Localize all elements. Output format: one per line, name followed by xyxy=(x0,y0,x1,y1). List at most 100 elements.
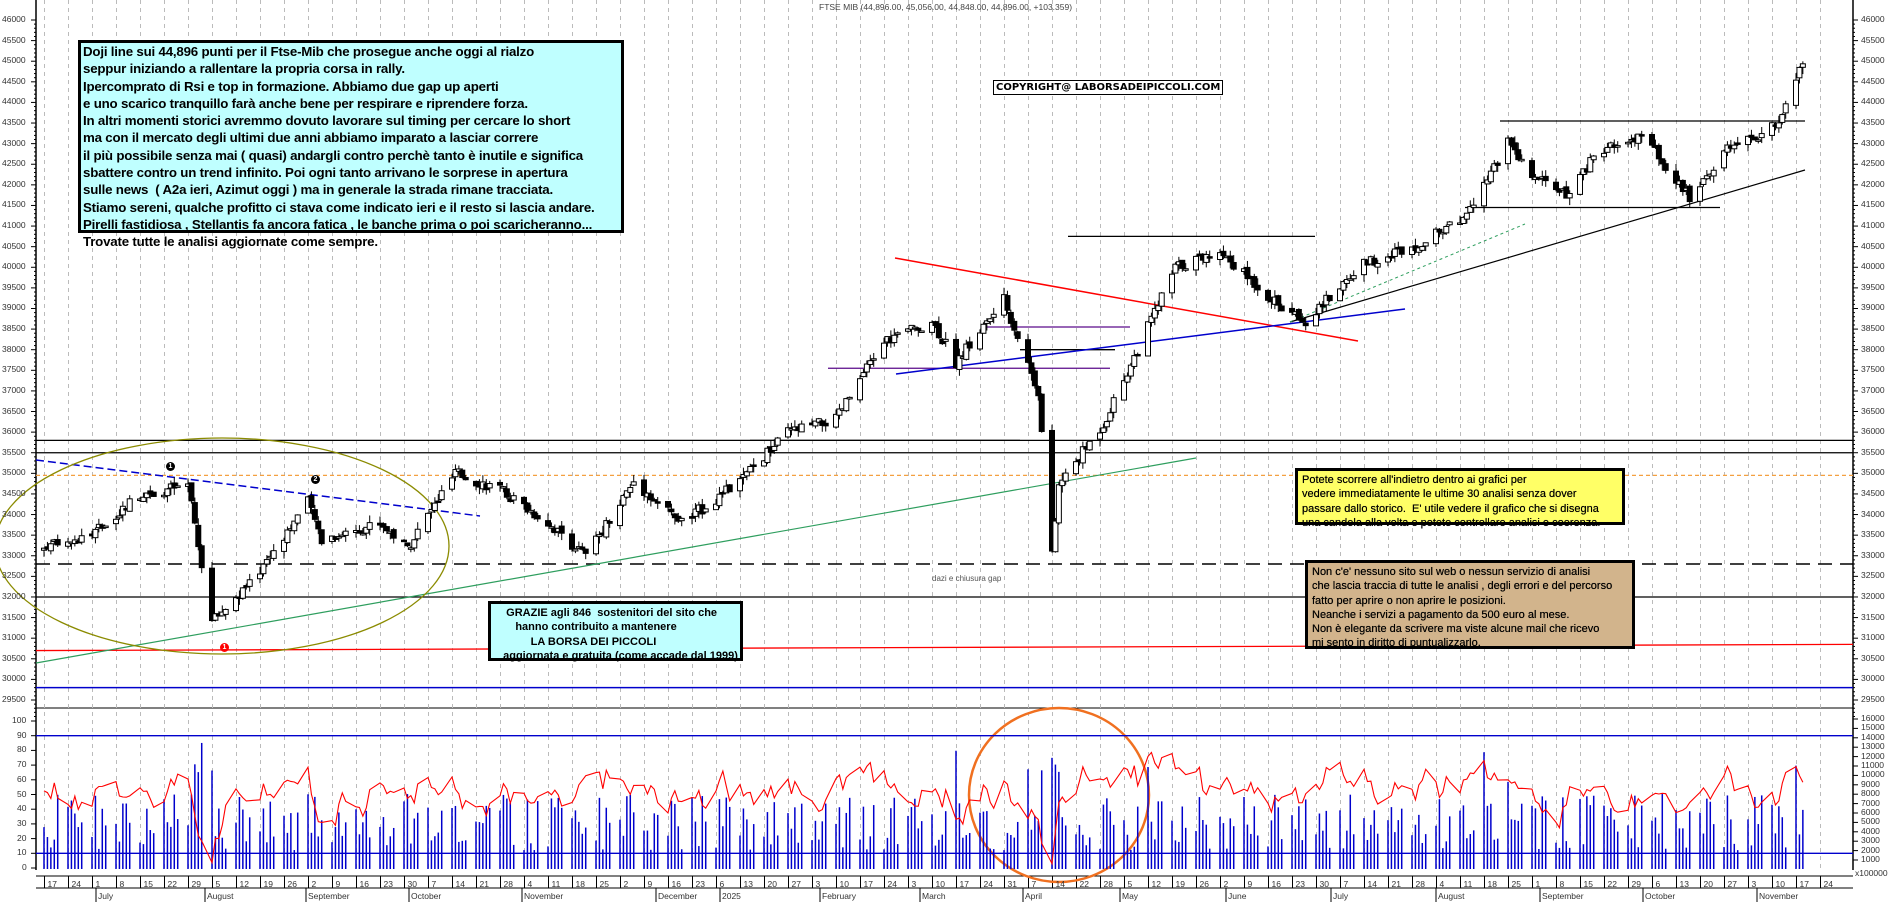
x-tick-label: 17 xyxy=(863,879,873,889)
x-tick-label: 3 xyxy=(1751,879,1757,889)
volume-tick: 14000 xyxy=(1861,731,1885,742)
y-tick-left: 31000 xyxy=(2,632,26,643)
x-tick-label: 7 xyxy=(1031,879,1037,889)
x-month-label: October xyxy=(411,891,442,901)
x-tick-label: 7 xyxy=(1343,879,1349,889)
y-tick-left: 36500 xyxy=(2,405,26,416)
y-tick-left: 45000 xyxy=(2,55,26,66)
y-tick-left: 42000 xyxy=(2,178,26,189)
y-tick-right: 39500 xyxy=(1861,281,1885,292)
x-tick-label: 29 xyxy=(1631,879,1641,889)
x-tick-label: 9 xyxy=(647,879,653,889)
volume-tick: 10000 xyxy=(1861,769,1885,780)
y-tick-right: 40000 xyxy=(1861,261,1885,272)
x-tick-label: 12 xyxy=(1151,879,1161,889)
wave-marker: 2 xyxy=(311,475,320,484)
x-month-label: November xyxy=(1759,891,1799,901)
volume-tick: 7000 xyxy=(1861,797,1880,808)
rsi-tick: 20 xyxy=(17,832,27,843)
y-tick-right: 42000 xyxy=(1861,178,1885,189)
analysis-note: Doji line sui 44,896 punti per il Ftse-M… xyxy=(78,40,624,249)
y-tick-left: 35000 xyxy=(2,467,26,478)
y-tick-right: 30500 xyxy=(1861,652,1885,663)
x-tick-label: 5 xyxy=(1127,879,1133,889)
rsi-tick: 90 xyxy=(17,729,27,740)
x-month-label: April xyxy=(1025,891,1043,901)
x-tick-label: 30 xyxy=(407,879,417,889)
x-tick-label: 22 xyxy=(167,879,177,889)
copyright-label: COPYRIGHT@ LABORSADEIPICCOLI.COM xyxy=(993,80,1224,95)
x-tick-label: 13 xyxy=(743,879,753,889)
volume-tick: 12000 xyxy=(1861,750,1885,761)
rsi-tick: 100 xyxy=(12,715,27,725)
y-tick-left: 46000 xyxy=(2,14,26,24)
y-tick-right: 32000 xyxy=(1861,590,1885,601)
x-month-label: July xyxy=(98,891,114,901)
x-tick-label: 13 xyxy=(1679,879,1689,889)
x-tick-label: 21 xyxy=(1391,879,1401,889)
volume-tick: 4000 xyxy=(1861,825,1880,836)
gap-annotation: dazi e chiusura gap xyxy=(932,574,1002,583)
y-tick-right: 43500 xyxy=(1861,117,1885,128)
y-tick-right: 40500 xyxy=(1861,240,1885,251)
x-tick-label: 28 xyxy=(1103,879,1113,889)
x-tick-label: 27 xyxy=(1727,879,1737,889)
volume-tick: 1000 xyxy=(1861,854,1880,864)
x-tick-label: 17 xyxy=(1799,879,1809,889)
y-tick-left: 43500 xyxy=(2,117,26,128)
y-tick-left: 38500 xyxy=(2,323,26,334)
x-month-label: 2025 xyxy=(722,891,741,901)
y-tick-right: 39000 xyxy=(1861,302,1885,313)
rsi-tick: 80 xyxy=(17,744,27,755)
y-tick-right: 30000 xyxy=(1861,673,1885,684)
y-tick-right: 38500 xyxy=(1861,323,1885,334)
y-tick-left: 33500 xyxy=(2,529,26,540)
rsi-tick: 40 xyxy=(17,803,27,814)
y-tick-right: 35500 xyxy=(1861,446,1885,457)
y-tick-left: 31500 xyxy=(2,611,26,622)
y-tick-left: 37000 xyxy=(2,384,26,395)
x-tick-label: 2 xyxy=(311,879,317,889)
y-tick-right: 46000 xyxy=(1861,14,1885,24)
x-month-label: October xyxy=(1645,891,1676,901)
x-tick-label: 24 xyxy=(1823,879,1833,889)
x-month-label: September xyxy=(308,891,350,901)
x-tick-label: 21 xyxy=(479,879,489,889)
rsi-tick: 70 xyxy=(17,759,27,770)
y-tick-left: 42500 xyxy=(2,158,26,169)
x-tick-label: 3 xyxy=(911,879,917,889)
volume-bars xyxy=(43,742,1804,869)
x-tick-label: 20 xyxy=(767,879,777,889)
volume-tick: 2000 xyxy=(1861,844,1880,855)
x-tick-label: 6 xyxy=(719,879,725,889)
x-month-label: November xyxy=(524,891,564,901)
volume-tick: 15000 xyxy=(1861,722,1885,733)
y-tick-left: 39500 xyxy=(2,281,26,292)
x-tick-label: 10 xyxy=(839,879,849,889)
y-tick-left: 40500 xyxy=(2,240,26,251)
x-tick-label: 28 xyxy=(1415,879,1425,889)
volume-tick: 6000 xyxy=(1861,807,1880,817)
x-tick-label: 19 xyxy=(263,879,273,889)
y-tick-right: 41000 xyxy=(1861,220,1885,231)
volume-tick: 8000 xyxy=(1861,788,1880,799)
x-month-label: June xyxy=(1228,891,1247,901)
y-tick-left: 41000 xyxy=(2,220,26,231)
x-tick-label: 31 xyxy=(1007,879,1017,889)
rsi-tick: 50 xyxy=(17,788,27,799)
y-tick-right: 31000 xyxy=(1861,632,1885,643)
x-tick-label: 7 xyxy=(431,879,437,889)
y-tick-right: 44500 xyxy=(1861,75,1885,86)
x-tick-label: 24 xyxy=(887,879,897,889)
x-month-label: September xyxy=(1542,891,1584,901)
x-month-label: December xyxy=(658,891,698,901)
y-tick-right: 45000 xyxy=(1861,55,1885,66)
y-tick-right: 37500 xyxy=(1861,364,1885,375)
y-tick-right: 41500 xyxy=(1861,199,1885,210)
x-tick-label: 1 xyxy=(95,879,101,889)
y-tick-left: 34000 xyxy=(2,508,26,519)
x-tick-label: 29 xyxy=(191,879,201,889)
y-tick-right: 32500 xyxy=(1861,570,1885,581)
y-tick-left: 36000 xyxy=(2,426,26,437)
